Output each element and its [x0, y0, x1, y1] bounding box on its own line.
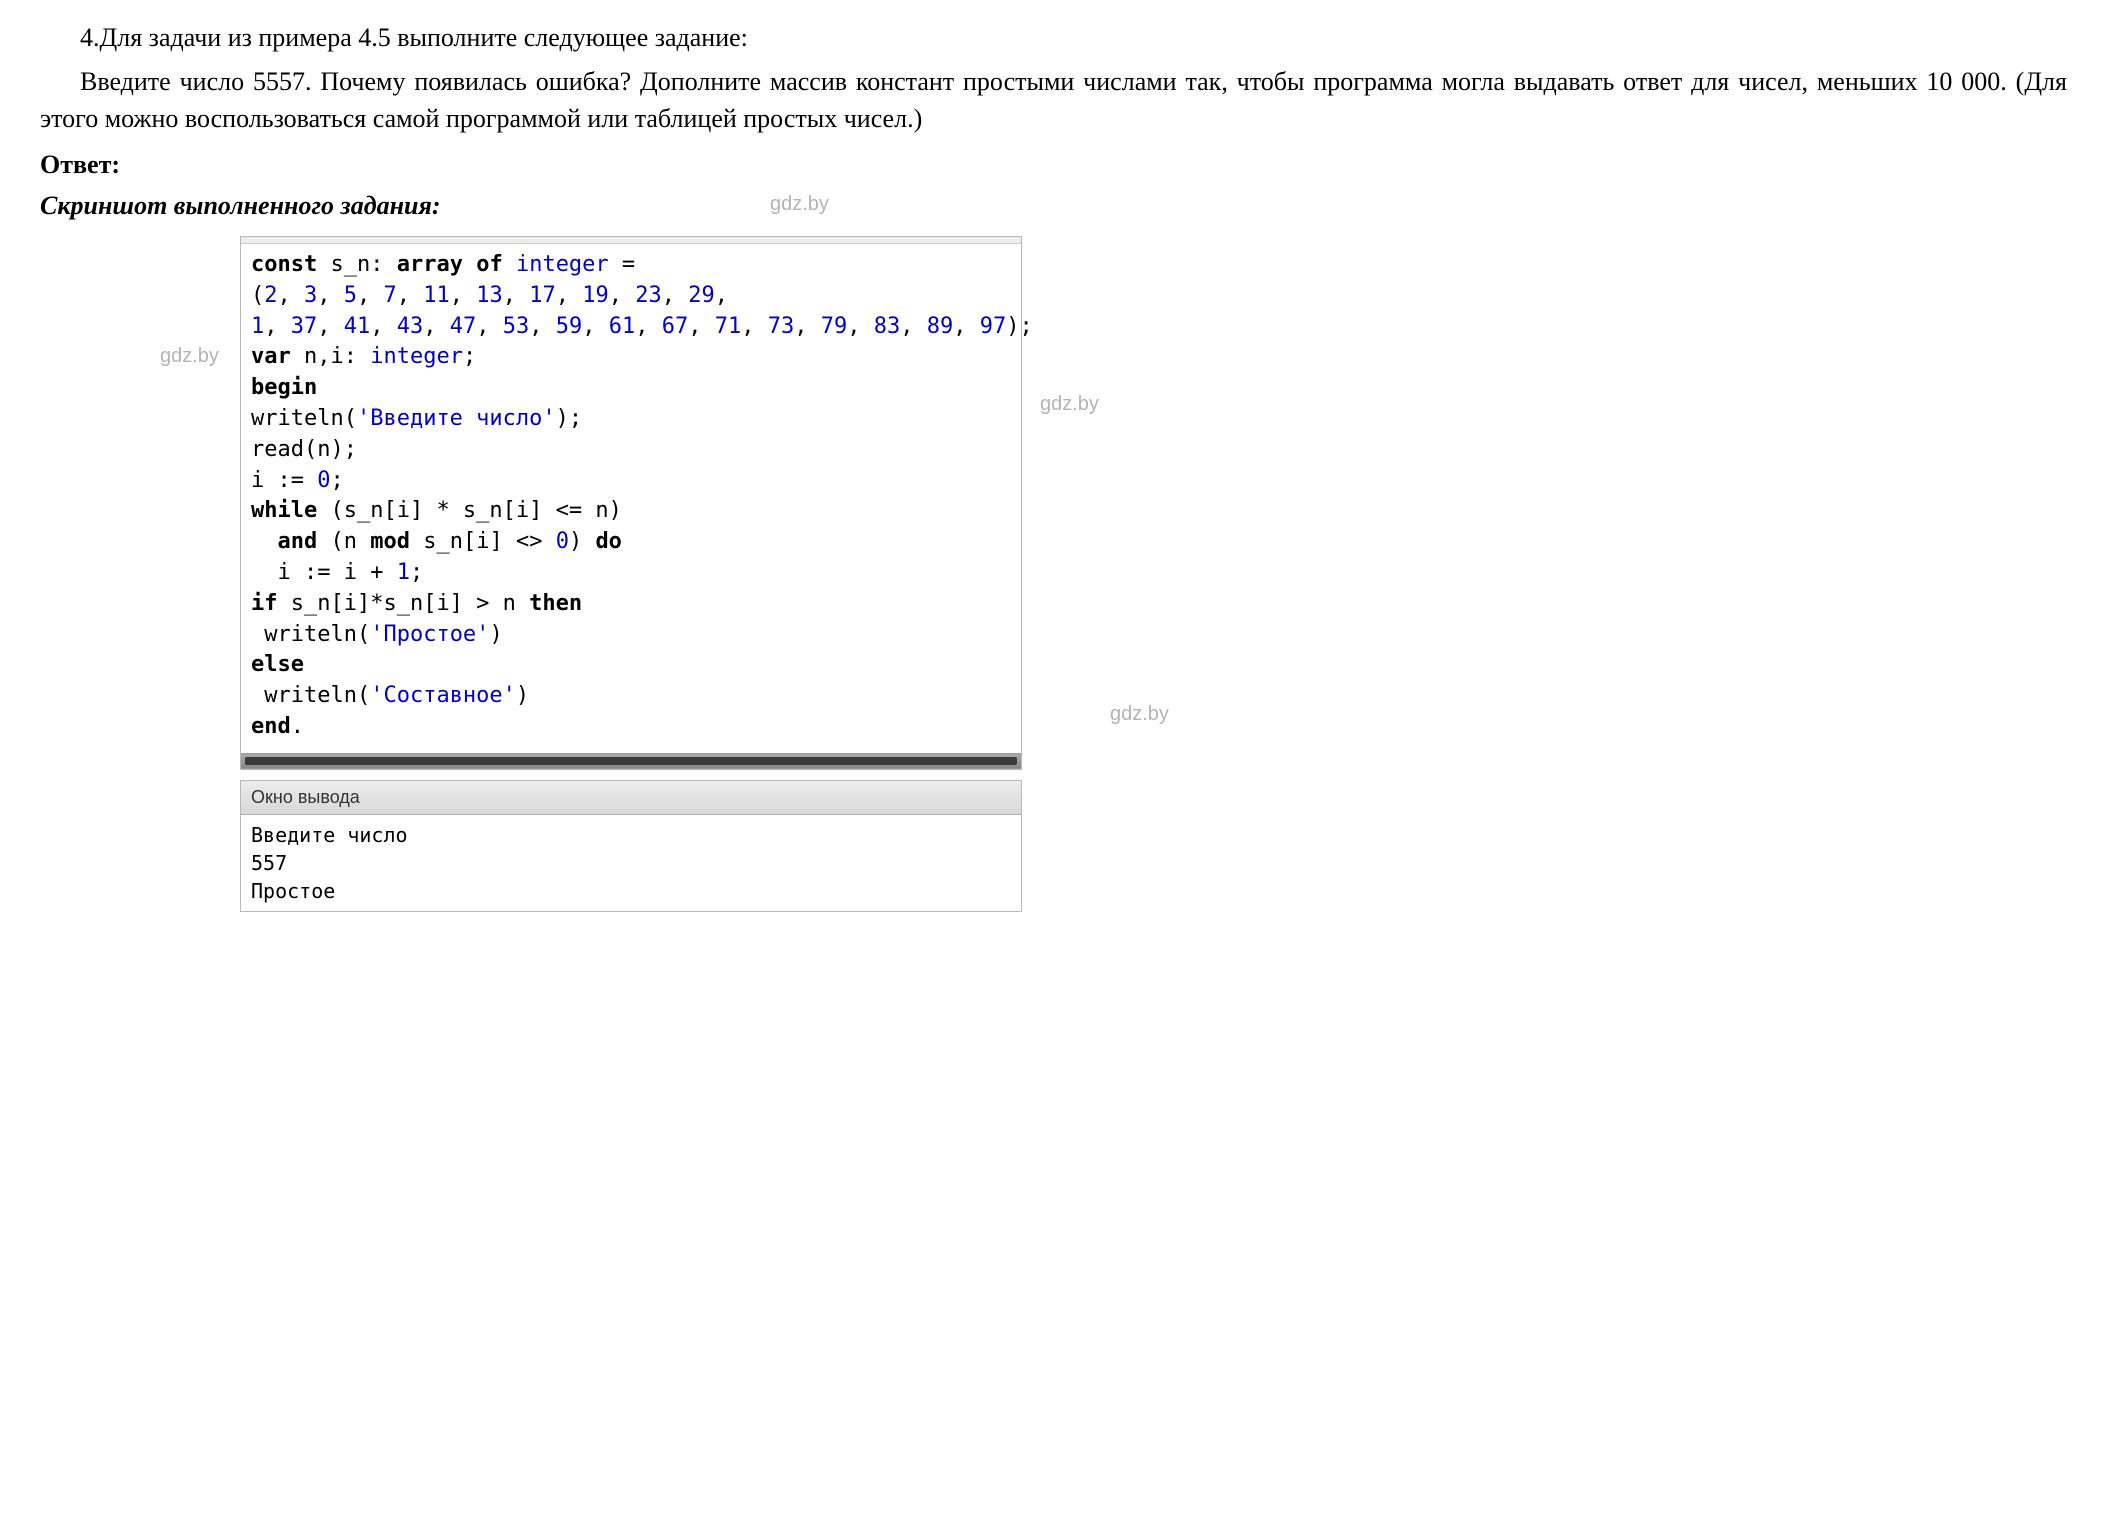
- code-line: and (n mod s_n[i] <> 0) do: [251, 527, 1011, 558]
- code-line: read(n);: [251, 435, 1011, 466]
- code-line: const s_n: array of integer =: [251, 250, 1011, 281]
- watermark: gdz.by: [1040, 390, 1099, 418]
- code-line: var n,i: integer;: [251, 342, 1011, 373]
- screenshot-label: Скриншот выполненного задания:: [40, 188, 2067, 224]
- answer-label: Ответ:: [40, 147, 2067, 183]
- output-body: Введите число 557 Простое: [241, 815, 1021, 911]
- code-area: const s_n: array of integer =(2, 3, 5, 7…: [241, 244, 1021, 753]
- question-line-1: 4.Для задачи из примера 4.5 выполните сл…: [40, 20, 2067, 56]
- code-line: writeln('Составное'): [251, 681, 1011, 712]
- code-line: writeln('Простое'): [251, 620, 1011, 651]
- code-line: while (s_n[i] * s_n[i] <= n): [251, 496, 1011, 527]
- page-root: 4.Для задачи из примера 4.5 выполните сл…: [40, 20, 2067, 912]
- question-text-1: 4.Для задачи из примера 4.5 выполните сл…: [80, 23, 748, 52]
- code-line: i := 0;: [251, 466, 1011, 497]
- code-line: i := i + 1;: [251, 558, 1011, 589]
- code-line: writeln('Введите число');: [251, 404, 1011, 435]
- question-text-2: Введите число 5557. Почему появилась оши…: [40, 67, 2067, 132]
- code-line: end.: [251, 712, 1011, 743]
- code-editor-top-strip: [241, 237, 1021, 244]
- code-line: else: [251, 650, 1011, 681]
- code-line: 1, 37, 41, 43, 47, 53, 59, 61, 67, 71, 7…: [251, 312, 1011, 343]
- code-line: (2, 3, 5, 7, 11, 13, 17, 19, 23, 29,: [251, 281, 1011, 312]
- watermark: gdz.by: [160, 342, 219, 370]
- code-line: begin: [251, 373, 1011, 404]
- code-editor-window: const s_n: array of integer =(2, 3, 5, 7…: [240, 236, 1022, 770]
- watermark: gdz.by: [1110, 700, 1169, 728]
- output-window-title: Окно вывода: [241, 781, 1021, 815]
- code-line: if s_n[i]*s_n[i] > n then: [251, 589, 1011, 620]
- output-window: Окно вывода Введите число 557 Простое: [240, 780, 1022, 912]
- horizontal-scrollbar[interactable]: [241, 753, 1021, 769]
- question-line-2: Введите число 5557. Почему появилась оши…: [40, 64, 2067, 137]
